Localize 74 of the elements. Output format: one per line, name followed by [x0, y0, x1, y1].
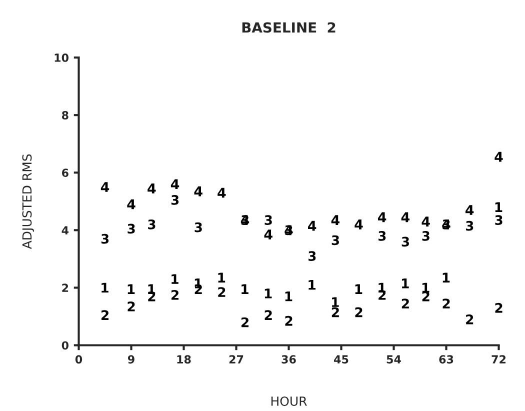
x-tick-label: 9 — [128, 355, 134, 364]
point — [218, 287, 226, 297]
point — [101, 234, 109, 244]
x-axis-title: HOUR — [271, 396, 307, 406]
point — [308, 251, 316, 261]
point — [402, 236, 409, 247]
y-tick-label: 8 — [62, 111, 68, 120]
y-axis-title: ADJUSTED RMS — [22, 154, 34, 250]
point — [172, 274, 178, 284]
point — [194, 284, 202, 294]
y-tick-label: 2 — [62, 284, 68, 292]
point — [466, 314, 474, 324]
point — [401, 212, 410, 222]
point — [171, 290, 179, 300]
point — [170, 179, 180, 190]
point — [332, 235, 339, 246]
point — [332, 307, 339, 318]
point — [466, 205, 474, 215]
point — [378, 290, 386, 300]
point — [128, 301, 135, 312]
point — [402, 298, 409, 308]
point — [308, 220, 316, 231]
point — [495, 202, 502, 212]
point — [495, 215, 502, 225]
x-tick-label: 36 — [282, 355, 296, 364]
chart-title: BASELINE 2 — [242, 22, 336, 33]
point — [218, 188, 226, 198]
point — [128, 224, 135, 234]
point — [332, 297, 339, 307]
point — [264, 230, 272, 240]
point — [242, 284, 248, 294]
point — [285, 291, 292, 302]
point — [194, 222, 202, 232]
point — [422, 291, 430, 302]
point — [100, 182, 110, 192]
point — [378, 231, 386, 241]
point — [422, 216, 430, 226]
y-tick-label: 10 — [54, 54, 68, 62]
y-tick-label: 4 — [62, 226, 69, 234]
point — [331, 215, 340, 225]
point — [495, 302, 502, 313]
point — [148, 184, 156, 194]
point — [171, 195, 179, 205]
point — [355, 284, 362, 294]
x-tick-label: 0 — [75, 355, 82, 364]
point — [264, 215, 272, 225]
x-tick-label: 27 — [229, 355, 244, 364]
point — [466, 220, 474, 231]
point — [442, 298, 450, 308]
x-tick-label: 72 — [492, 355, 506, 364]
point — [355, 307, 362, 318]
point — [241, 317, 249, 328]
point — [264, 288, 272, 298]
point — [128, 284, 135, 294]
point — [148, 219, 156, 230]
point — [101, 310, 109, 320]
x-tick-label: 63 — [439, 355, 454, 364]
x-tick-label: 18 — [177, 355, 191, 364]
point — [218, 272, 226, 282]
point — [264, 310, 272, 320]
y-tick-label: 0 — [62, 341, 68, 350]
point — [494, 152, 503, 162]
point — [402, 278, 409, 288]
point — [127, 199, 136, 210]
y-tick-label: 6 — [62, 168, 68, 177]
point — [285, 316, 292, 326]
point — [378, 212, 386, 222]
point — [148, 291, 156, 302]
x-tick-label: 54 — [386, 355, 401, 364]
x-tick-label: 45 — [334, 355, 348, 364]
point — [194, 186, 202, 196]
point — [442, 272, 450, 282]
point — [422, 231, 430, 241]
point — [354, 219, 363, 230]
